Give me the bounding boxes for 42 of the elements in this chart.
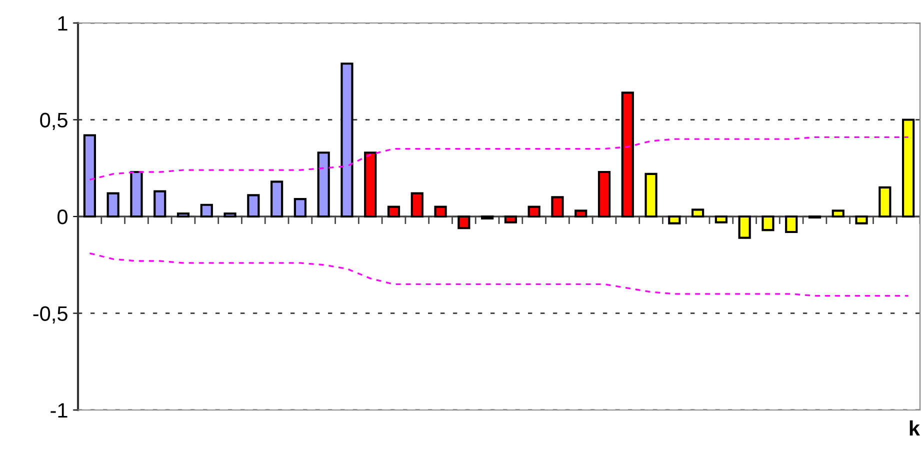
bar [154,190,166,218]
bar [574,210,588,218]
bar [106,192,120,218]
bar [528,206,540,218]
bar [598,170,611,218]
bar [551,196,564,218]
bar [621,92,634,218]
bar [785,215,798,234]
bar [247,194,260,218]
bar [83,134,96,218]
bar [294,198,306,218]
bar [270,180,284,218]
bar [317,152,330,218]
bar [200,204,213,218]
line-series [88,136,910,181]
bar [692,208,704,218]
bar [738,215,751,239]
y-tick-label: 1 [58,16,68,31]
bar [410,192,424,218]
bar [855,215,868,224]
bar [176,212,190,218]
bar [387,206,400,218]
bar [340,62,354,218]
y-tick-label: 0,5 [40,112,68,130]
bar [504,215,517,224]
line-series [88,252,910,297]
bar [668,215,681,224]
y-tick-label: -1 [50,403,68,418]
bar [434,206,447,218]
bar [832,210,844,218]
x-axis-title: k [910,420,920,436]
bar [878,186,892,218]
y-tick-label: 0 [58,210,68,224]
bar [902,118,915,218]
bar [364,152,377,218]
bar [224,212,236,218]
bar [714,215,728,224]
bar [762,215,774,232]
y-tick-label: -0,5 [33,306,68,324]
bar [644,172,658,218]
bar [130,170,143,218]
bar [458,215,470,230]
